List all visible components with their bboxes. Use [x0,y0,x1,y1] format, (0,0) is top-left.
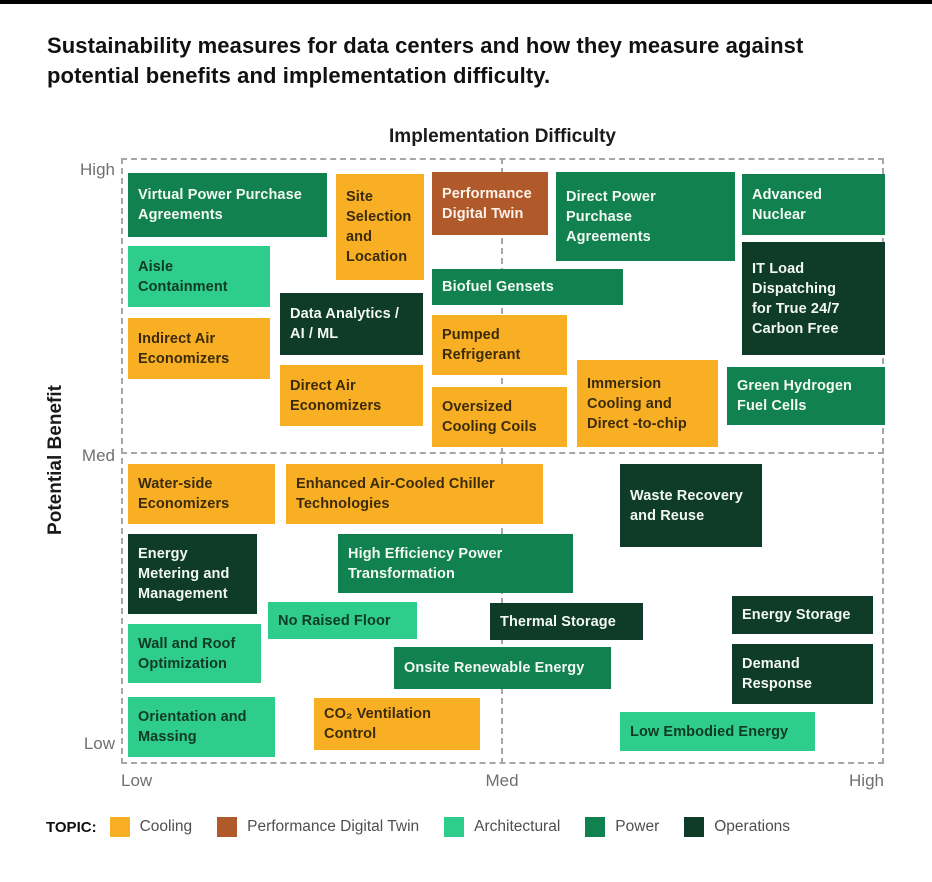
measure-box-orientation-and-massing: Orientation and Massing [128,697,275,757]
legend-item-cooling: Cooling [109,817,193,837]
legend-item-operations: Operations [684,817,790,837]
legend-title: TOPIC: [46,818,97,836]
legend-items: Cooling Performance Digital Twin Architect… [109,817,790,837]
measure-box-pumped-refrigerant: Pumped Refrigerant [432,315,567,375]
legend-label-power: Power [615,818,660,835]
y-tick-high: High [80,160,115,179]
legend-label-architectural: Architectural [474,818,561,835]
legend: TOPIC: Cooling Performance Digital Twin Ar… [46,814,906,840]
measure-box-enhanced-air-cooled-chiller-technologies: Enhanced Air-Cooled Chiller Technologies [286,464,543,524]
measure-box-biofuel-gensets: Biofuel Gensets [432,269,623,305]
x-tick-low: Low [121,771,153,790]
x-tick-high: High [849,771,884,790]
measure-box-indirect-air-economizers: Indirect Air Economizers [128,318,270,379]
measure-box-thermal-storage: Thermal Storage [490,603,643,640]
legend-label-operations: Operations [714,818,791,835]
legend-item-architectural: Architectural [444,817,560,837]
x-tick-med: Med [485,771,519,790]
legend-swatch-pdt [217,817,238,837]
quadrant-grid-vertical-line [501,158,503,764]
measure-box-wall-and-roof-optimization: Wall and Roof Optimization [128,624,261,683]
legend-swatch-cooling [109,817,130,837]
legend-swatch-architectural [444,817,465,837]
measure-box-direct-air-economizers: Direct Air Economizers [280,365,423,426]
measure-box-demand-response: Demand Response [732,644,873,704]
measure-box-aisle-containment: Aisle Containment [128,246,270,307]
top-border-bar [0,0,932,4]
measure-box-advanced-nuclear: Advanced Nuclear [742,174,885,235]
page-title: Sustainability measures for data centers… [47,33,804,88]
y-tick-med: Med [81,446,115,465]
measure-box-onsite-renewable-energy: Onsite Renewable Energy [394,647,611,689]
legend-swatch-operations [684,817,705,837]
legend-label-pdt: Performance Digital Twin [247,818,420,835]
measure-box-direct-power-purchase-agreements: Direct Power Purchase Agreements [556,172,735,261]
measure-box-virtual-power-purchase-agreements: Virtual Power Purchase Agreements [128,173,327,237]
measure-box-oversized-cooling-coils: Oversized Cooling Coils [432,387,567,447]
measure-box-water-side-economizers: Water-side Economizers [128,464,275,524]
legend-label-cooling: Cooling [139,818,193,835]
measure-box-no-raised-floor: No Raised Floor [268,602,417,639]
measure-box-performance-digital-twin: Performance Digital Twin [432,172,548,235]
measure-box-it-load-dispatching-for-true-24-7-carbon-free: IT Load Dispatching for True 24/7 Carbon… [742,242,885,355]
measure-box-low-embodied-energy: Low Embodied Energy [620,712,815,751]
measure-box-data-analytics-ai-ml: Data Analytics / AI / ML [280,293,423,355]
measure-box-site-selection-and-location: Site Selection and Location [336,174,424,280]
measure-box-co-ventilation-control: CO₂ Ventilation Control [314,698,480,750]
y-tick-low: Low [83,734,115,753]
legend-swatch-power [585,817,606,837]
legend-item-power: Power [585,817,659,837]
legend-item-pdt: Performance Digital Twin [217,817,419,837]
measure-box-energy-metering-and-management: Energy Metering and Management [128,534,257,614]
x-axis-title: Implementation Difficulty [389,126,616,147]
measure-box-high-efficiency-power-transformation: High Efficiency Power Transformation [338,534,573,593]
measure-box-energy-storage: Energy Storage [732,596,873,634]
measure-box-waste-recovery-and-reuse: Waste Recovery and Reuse [620,464,762,547]
quadrant-grid-horizontal-line [121,452,884,454]
measure-box-immersion-cooling-and-direct-to-chip: Immersion Cooling and Direct -to-chip [577,360,718,447]
measure-box-green-hydrogen-fuel-cells: Green Hydrogen Fuel Cells [727,367,885,425]
